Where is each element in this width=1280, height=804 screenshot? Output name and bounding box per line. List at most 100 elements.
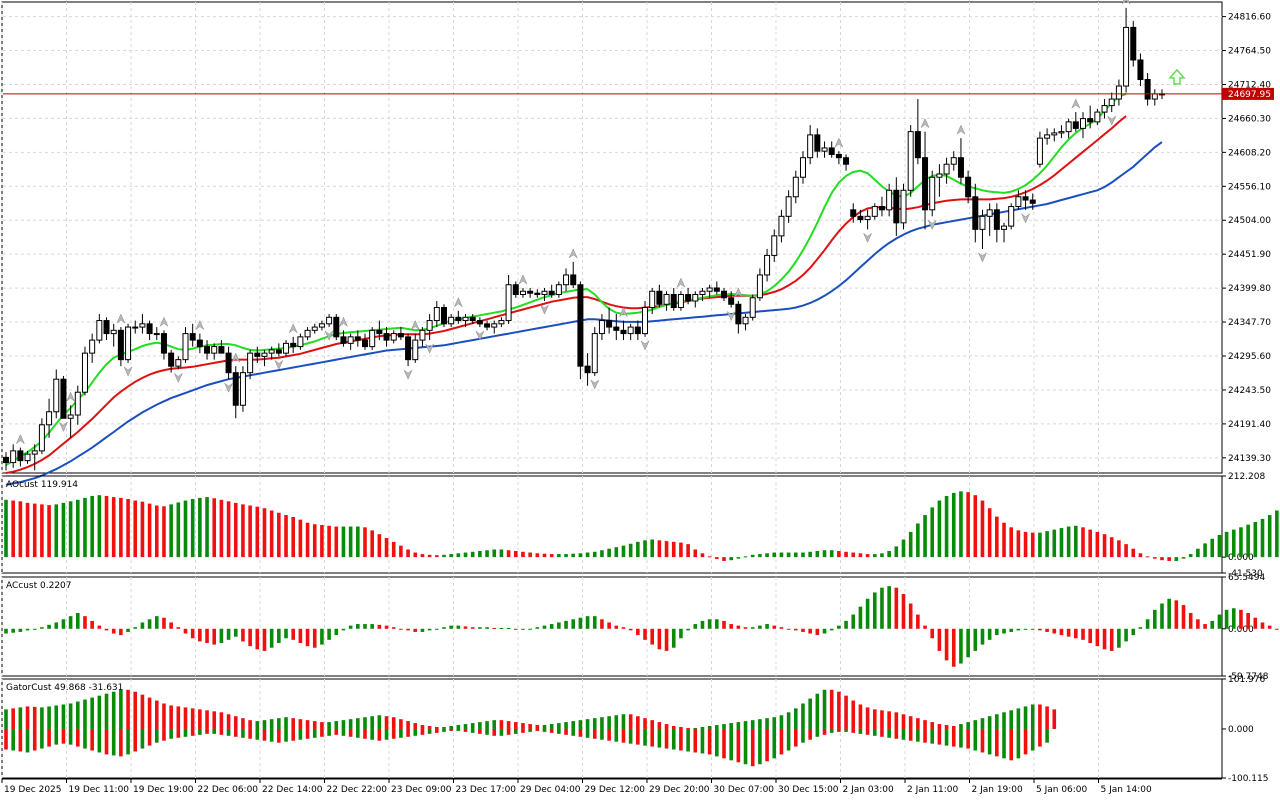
fractal-down-arrow [977,252,988,263]
candle-body [785,196,792,217]
histogram-bar [872,592,877,629]
candle-body [362,339,368,348]
current-price-badge [1222,87,1274,100]
fractal-up-arrow [410,319,420,331]
gator-upper-bar [119,689,123,729]
histogram-bar [391,541,396,558]
gator-upper-bar [937,724,942,729]
fractal-up-arrow [518,274,528,285]
gator-lower-bar [83,728,87,749]
histogram-bar [923,625,927,629]
candle-body [606,320,613,328]
candle-body [132,326,139,329]
gator-lower-bar [858,728,863,734]
histogram-bar [1138,627,1143,629]
x-tick-label: 23 Dec 17:00 [456,785,517,795]
histogram-bar [1181,557,1186,559]
candle [527,287,534,298]
histogram-bar [671,628,676,648]
histogram-bar [1030,532,1035,558]
candle-body [304,329,311,338]
histogram-bar [772,625,777,629]
histogram-bar [700,553,705,558]
candle-body [275,349,282,354]
gator-upper-bar [729,723,733,729]
histogram-bar [255,628,260,650]
gator-upper-bar [758,719,762,729]
histogram-bar [435,628,439,630]
gator-upper-bar [521,723,525,729]
candle-body [936,173,943,178]
candle-body [38,424,45,452]
candle-body [369,329,376,348]
histogram-bar [829,550,834,558]
histogram-bar [97,625,102,629]
gator-upper-bar [607,716,611,729]
candle [53,369,60,419]
histogram-bar [1074,525,1078,558]
gator-upper-bar [794,708,798,729]
candle-body [886,189,893,211]
gator-lower-bar [456,728,461,731]
histogram-bar [1016,530,1021,558]
histogram-bar [557,622,561,629]
histogram-bar [765,624,769,629]
gator-lower-bar [420,728,425,735]
x-axis: 19 Dec 2025 19 Dec 11:00 19 Dec 19:00 22 De… [1,778,1222,795]
gator-lower-bar [894,728,899,739]
histogram-bar [1081,527,1085,558]
candle-body [17,450,24,462]
histogram-bar [1052,628,1057,634]
gator-lower-bar [521,728,525,733]
histogram-bar [205,497,209,558]
histogram-bar [1002,628,1006,634]
candle [369,327,376,350]
histogram-bar [1267,625,1272,629]
candle [620,320,627,341]
histogram-bar [628,628,633,631]
gator-lower-bar [786,728,791,751]
candle [663,291,670,311]
gator-upper-bar [111,691,116,729]
gator-upper-bar [1009,710,1013,729]
gator-lower-bar [715,728,719,757]
histogram-bar [959,628,963,664]
histogram-bar [1153,557,1157,559]
gator-upper-bar [549,724,554,729]
candle-body [60,378,67,419]
gator-upper-bar [176,706,181,729]
gator-upper-bar [671,726,676,729]
x-tick-label: 22 Dec 06:00 [198,785,259,795]
histogram-bar [1109,537,1114,558]
fractal-down-arrow [425,343,435,354]
candle [634,320,641,341]
histogram-bar [758,625,762,629]
candle-body [677,294,684,309]
histogram-bar [1246,612,1250,629]
gator-upper-bar [880,710,884,729]
candle-body [735,303,742,325]
gator-upper-bar [865,707,870,729]
gator-upper-bar [564,722,568,729]
candle-body [225,352,232,374]
histogram-bar [1160,557,1164,561]
candle [326,314,333,328]
gator-upper-bar [995,714,999,729]
histogram-bar [241,504,245,558]
histogram-bar [858,553,863,558]
gator-lower-bar [291,728,295,741]
gator-upper-bar [104,693,109,729]
candle-body [634,326,641,335]
histogram-bar [248,505,252,558]
histogram-bar [54,504,59,558]
histogram-bar [269,628,274,648]
histogram-bar [722,557,726,561]
candle [555,281,562,298]
histogram-bar [356,624,360,629]
fractal-up-arrow [618,306,629,318]
histogram-bar [923,515,927,558]
candle [821,141,828,158]
gator-upper-bar [341,720,346,729]
histogram-bar [1275,628,1279,630]
gator-upper-bar [248,720,252,729]
